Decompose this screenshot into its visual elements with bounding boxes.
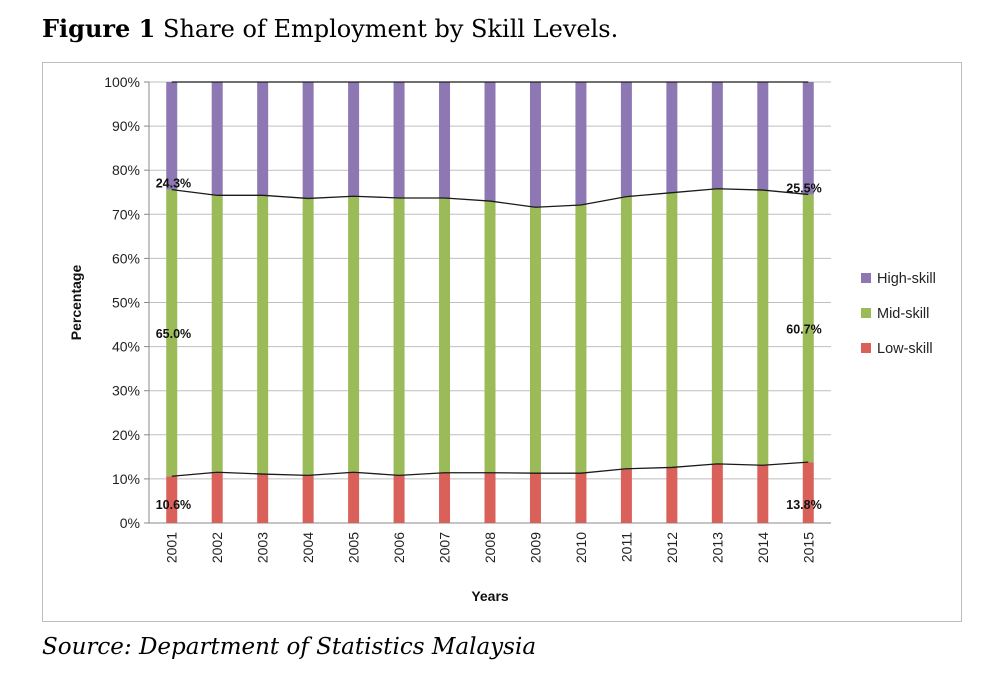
data-label: 24.3%	[156, 177, 191, 191]
y-tick-label: 10%	[112, 471, 140, 487]
x-tick-label: 2009	[527, 532, 543, 563]
bar-mid-skill	[257, 195, 269, 475]
bar-mid-skill	[757, 190, 769, 466]
x-tick-label: 2010	[573, 532, 589, 563]
bar-low-skill	[529, 473, 541, 523]
x-tick-label: 2007	[437, 532, 453, 563]
data-label: 25.5%	[786, 181, 821, 195]
y-tick-label: 20%	[112, 427, 140, 443]
figure-title-text: Share of Employment by Skill Levels.	[163, 15, 619, 43]
x-tick-label: 2011	[618, 532, 634, 562]
x-tick-label: 2013	[709, 532, 725, 563]
bar-high-skill	[348, 82, 360, 197]
bar-mid-skill	[529, 207, 541, 474]
data-label: 60.7%	[786, 322, 821, 336]
y-axis-title: Percentage	[68, 265, 84, 341]
x-tick-label: 2012	[664, 532, 680, 563]
bar-low-skill	[211, 472, 223, 523]
bar-mid-skill	[302, 198, 314, 476]
stacked-bar-chart: 0% 10% 20% 30% 40% 50% 60% 70% 80% 90% 100% 24.3% 65…	[68, 74, 936, 604]
legend-label: High-skill	[877, 271, 936, 287]
legend-label: Mid-skill	[877, 306, 929, 322]
legend-swatch	[861, 343, 871, 353]
bar-high-skill	[757, 82, 769, 191]
data-label: 13.8%	[786, 498, 821, 512]
figure-label: Figure 1	[42, 14, 156, 43]
bar-high-skill	[620, 82, 632, 197]
bar-low-skill	[484, 472, 496, 523]
y-tick-label: 30%	[112, 383, 140, 399]
x-tick-label: 2014	[755, 532, 771, 563]
bar-high-skill	[484, 82, 496, 202]
y-tick-label: 60%	[112, 250, 140, 266]
y-tick-label: 80%	[112, 162, 140, 178]
bar-low-skill	[620, 468, 632, 523]
bar-low-skill	[302, 475, 314, 523]
x-axis-title: Years	[471, 588, 509, 604]
x-tick-label: 2008	[482, 532, 498, 563]
bar-low-skill	[711, 463, 723, 523]
y-tick-label: 100%	[104, 74, 140, 90]
bar-low-skill	[348, 472, 360, 523]
bar-high-skill	[211, 82, 223, 196]
x-tick-label: 2002	[209, 532, 225, 563]
y-tick-label: 0%	[120, 515, 140, 531]
bar-high-skill	[575, 82, 587, 206]
bar-mid-skill	[484, 201, 496, 473]
bar-mid-skill	[211, 195, 223, 473]
y-tick-label: 40%	[112, 339, 140, 355]
bar-low-skill	[757, 465, 769, 523]
data-label: 10.6%	[156, 498, 191, 512]
x-tick-label: 2006	[391, 532, 407, 563]
bar-low-skill	[257, 474, 269, 523]
bar-mid-skill	[711, 188, 723, 464]
bar-low-skill	[666, 467, 678, 523]
bar-mid-skill	[439, 197, 451, 473]
series-boundary-line	[171, 461, 809, 477]
y-tick-label: 70%	[112, 206, 140, 222]
x-tick-label: 2001	[164, 532, 180, 563]
bar-low-skill	[802, 462, 814, 523]
bar-low-skill	[393, 475, 405, 523]
series-boundary-line	[171, 188, 809, 208]
bar-high-skill	[166, 82, 178, 190]
legend-swatch	[861, 273, 871, 283]
bar-low-skill	[166, 476, 178, 523]
bar-high-skill	[529, 82, 541, 208]
bar-mid-skill	[666, 192, 678, 468]
bar-high-skill	[666, 82, 678, 193]
y-tick-label: 50%	[112, 295, 140, 311]
bar-high-skill	[711, 82, 723, 189]
bar-high-skill	[393, 82, 405, 198]
bar-high-skill	[302, 82, 314, 199]
bar-low-skill	[575, 473, 587, 523]
bar-mid-skill	[575, 205, 587, 474]
bar-mid-skill	[393, 197, 405, 476]
x-tick-label: 2003	[255, 532, 271, 563]
bar-mid-skill	[802, 194, 814, 463]
bar-high-skill	[439, 82, 451, 198]
bar-mid-skill	[620, 196, 632, 469]
x-tick-label: 2015	[800, 532, 816, 563]
bar-mid-skill	[166, 189, 178, 477]
source-note: Source: Department of Statistics Malaysi…	[42, 634, 537, 660]
bar-mid-skill	[348, 196, 360, 473]
bar-low-skill	[439, 472, 451, 523]
chart-container: 0% 10% 20% 30% 40% 50% 60% 70% 80% 90% 100% 24.3% 65…	[42, 62, 962, 622]
figure-title: Figure 1 Share of Employment by Skill Le…	[42, 14, 618, 43]
y-tick-label: 90%	[112, 118, 140, 134]
bar-high-skill	[802, 82, 814, 195]
bar-high-skill	[257, 82, 269, 196]
data-label: 65.0%	[156, 327, 191, 341]
x-tick-label: 2005	[346, 532, 362, 563]
x-tick-label: 2004	[300, 532, 316, 563]
legend-label: Low-skill	[877, 341, 933, 357]
legend-swatch	[861, 308, 871, 318]
